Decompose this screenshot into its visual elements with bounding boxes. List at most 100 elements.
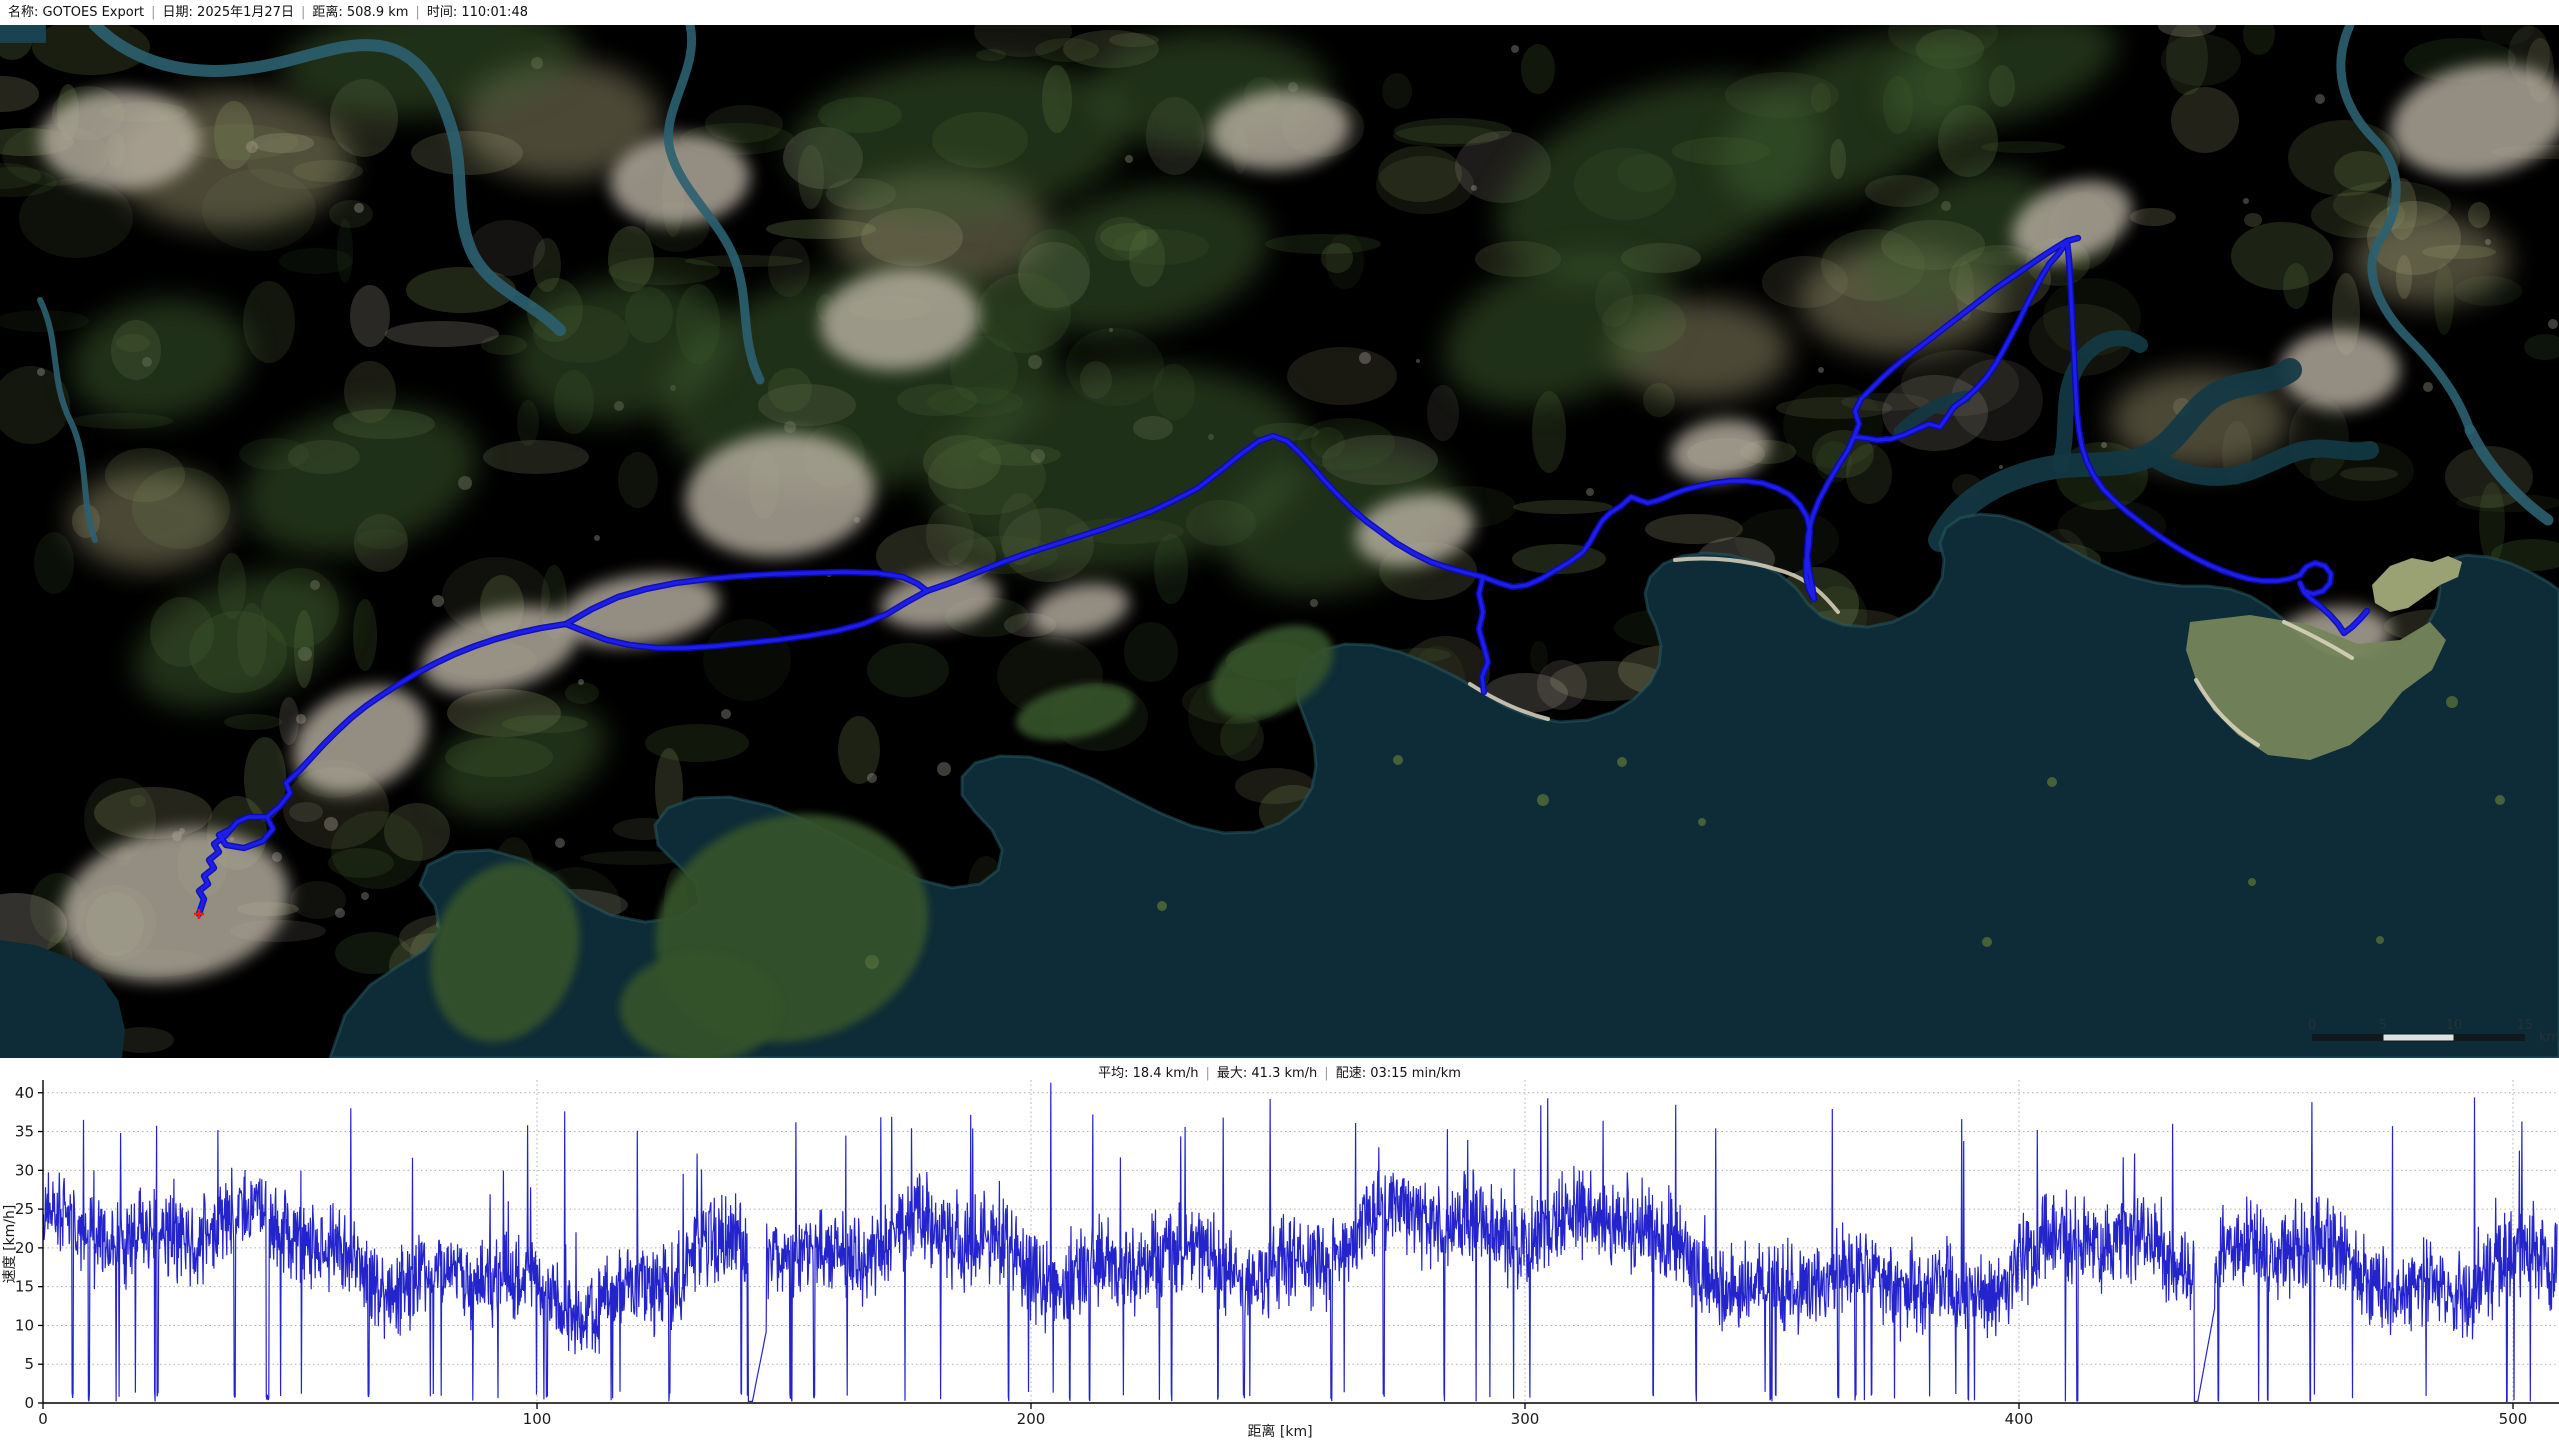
gps-track-line — [564, 589, 929, 650]
terrain-blob — [337, 219, 353, 283]
village-speck — [2548, 319, 2558, 329]
terrain-blob — [1530, 641, 1548, 673]
terrain-blob — [32, 25, 150, 75]
village-speck — [1471, 185, 1477, 191]
terrain-blob — [329, 200, 373, 228]
terrain-blob — [867, 643, 949, 697]
terrain-blob — [1035, 38, 1099, 62]
village-speck — [1416, 359, 1420, 363]
forest-peninsula — [1016, 683, 1134, 741]
terrain-blob — [384, 803, 450, 861]
estuary-channel — [1893, 390, 1972, 439]
village-speck — [594, 535, 600, 541]
x-tick-label: 500 — [2499, 1410, 2528, 1428]
scalebar-unit: km — [2539, 1030, 2559, 1045]
separator: | — [300, 5, 306, 20]
terrain-blob — [608, 257, 720, 285]
stat-average: 平均: 18.4 km/h — [1098, 1066, 1199, 1081]
village-speck — [937, 762, 951, 776]
farmland — [2350, 215, 2510, 305]
terrain-blob — [2524, 334, 2559, 360]
terrain-blob — [1901, 350, 2019, 416]
gps-track-line — [1852, 236, 2080, 439]
river — [89, 25, 566, 336]
mountain-ridge — [433, 703, 607, 817]
satellite-map-canvas: 0 5 10 15 km — [0, 25, 2559, 1058]
terrain-blob — [0, 76, 39, 112]
gps-track-line — [2065, 239, 2302, 583]
urban-area — [2390, 63, 2559, 177]
islands-peninsulas — [430, 556, 2505, 1058]
terrain-blob — [2289, 397, 2349, 481]
terrain-blob — [1287, 347, 1397, 405]
terrain-blob — [130, 795, 146, 807]
gps-track-line — [1852, 239, 2069, 442]
terrain-blob — [1513, 500, 1613, 514]
y-tick-label: 10 — [15, 1316, 34, 1334]
track-name: 名称: GOTOES Export — [8, 5, 145, 20]
islet — [2248, 878, 2256, 886]
terrain-blob — [469, 220, 545, 276]
gps-track-line — [1477, 575, 1490, 694]
terrain-blob — [1521, 44, 1555, 94]
terrain-blob — [0, 163, 41, 189]
village-speck — [1586, 488, 1594, 496]
terrain-blob — [645, 724, 749, 762]
islet — [2495, 795, 2505, 805]
separator: | — [151, 5, 156, 20]
terrain-blob — [2166, 25, 2208, 95]
y-tick-label: 35 — [15, 1123, 34, 1141]
terrain-blob — [2340, 467, 2398, 481]
terrain-blob — [1394, 118, 1512, 144]
village-speck — [1999, 465, 2003, 469]
terrain-blob — [1220, 715, 1264, 761]
terrain-blob — [1124, 622, 1178, 682]
terrain-blob — [110, 1027, 174, 1053]
y-tick-label: 15 — [15, 1278, 34, 1296]
river — [37, 297, 98, 543]
terrain-blob — [2243, 25, 2275, 55]
terrain-blob — [1321, 243, 1353, 273]
shallow-water-fringe — [328, 512, 2559, 1058]
start-dot-icon — [196, 911, 202, 917]
village-speck — [1511, 45, 1519, 53]
terrain-blob — [353, 599, 377, 671]
speed-chart-panel: 平均: 18.4 km/h | 最大: 41.3 km/h | 配速: 03:15 mi… — [0, 1058, 2559, 1440]
terrain-blob — [1235, 768, 1315, 804]
terrain-blob — [2288, 120, 2400, 196]
urban-area — [293, 685, 427, 795]
separator: | — [415, 5, 420, 20]
islet — [1617, 757, 1627, 767]
terrain-blob — [0, 893, 67, 957]
urban-area — [1670, 419, 1770, 481]
terrain-blob — [1427, 385, 1459, 441]
village-speck — [432, 595, 444, 607]
separator: | — [1205, 1066, 1210, 1081]
village-speck — [555, 838, 565, 848]
y-tick-label: 20 — [15, 1239, 34, 1257]
village-speck — [37, 368, 45, 376]
terrain-blob — [279, 697, 299, 745]
terrain-blob — [580, 851, 688, 865]
mountain-ridge — [242, 405, 478, 555]
terrain-blob — [1846, 444, 1892, 504]
map-scalebar: 0 5 10 15 km — [2308, 1018, 2559, 1045]
scalebar-label: 10 — [2446, 1018, 2463, 1033]
terrain-blob — [1376, 156, 1474, 214]
urban-area — [2280, 330, 2400, 410]
mountain-ridge — [280, 25, 580, 117]
terrain-blob — [533, 238, 561, 292]
terrain-blob — [2161, 34, 2241, 86]
village-speck — [721, 709, 731, 719]
terrain-blob — [608, 226, 654, 292]
gps-track-line — [1481, 435, 1856, 601]
terrain-blob — [974, 25, 1072, 57]
terrain-blob — [1393, 125, 1499, 147]
terrain-blob — [2171, 87, 2239, 153]
y-tick-label: 25 — [15, 1200, 34, 1218]
village-speck — [335, 908, 345, 918]
islet — [1698, 818, 1706, 826]
islet — [1393, 755, 1403, 765]
gps-track-line — [265, 622, 568, 819]
